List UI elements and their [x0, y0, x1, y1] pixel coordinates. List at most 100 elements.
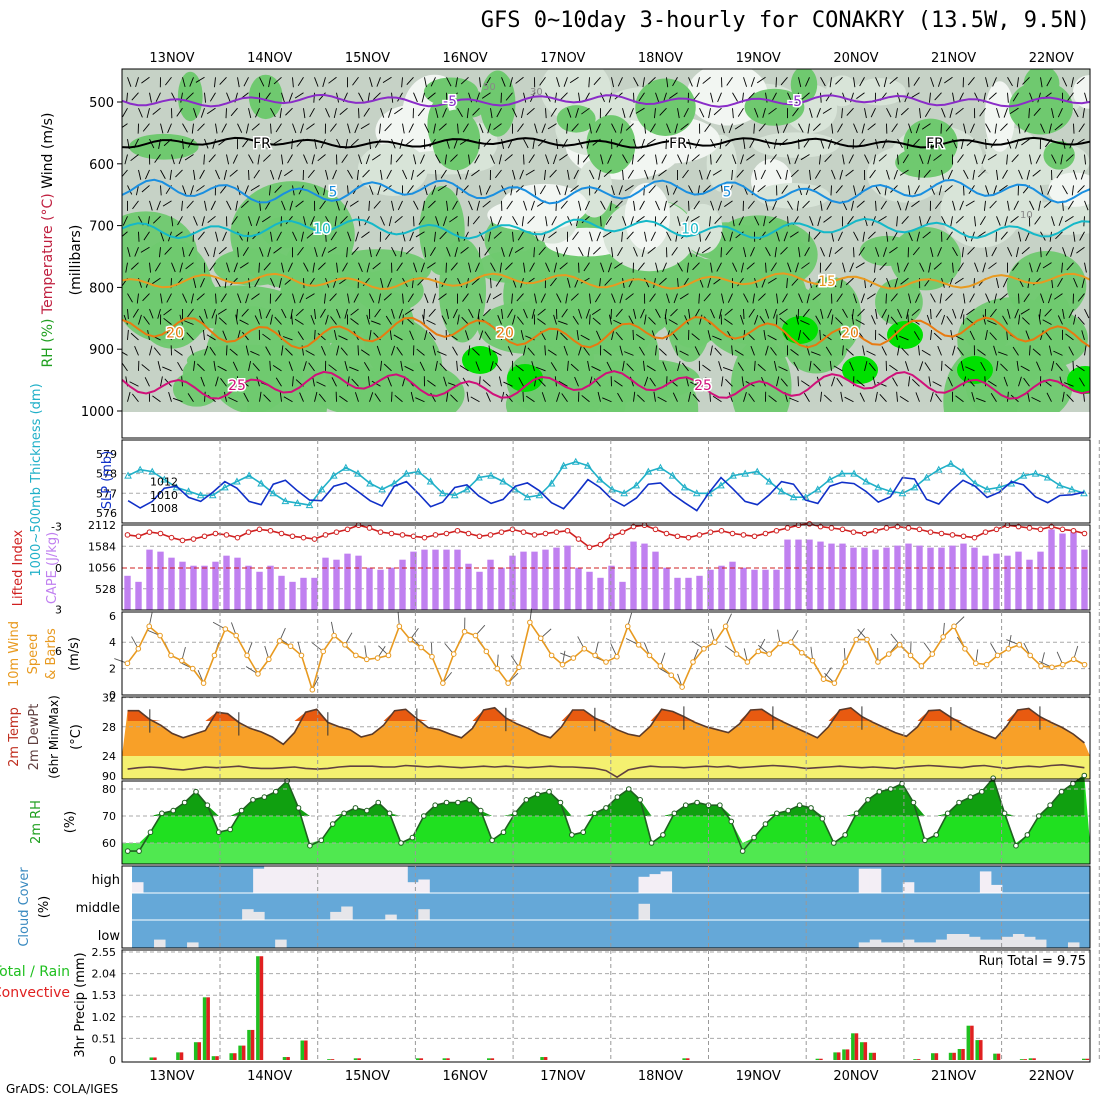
wind-barb — [416, 169, 425, 177]
isotherm-label: -5 — [443, 94, 457, 110]
wind-barb — [836, 377, 843, 387]
wind-speed-line-point — [483, 648, 490, 655]
wind-barb — [921, 349, 931, 356]
wind-barb — [512, 169, 516, 180]
wind-barb — [798, 330, 802, 341]
wind-barb — [131, 92, 139, 101]
wind-barb — [486, 392, 491, 402]
wind-speed-line-point — [168, 652, 174, 659]
wind-barb — [899, 335, 909, 341]
wind-barb — [325, 216, 331, 226]
wind-barb — [930, 247, 934, 258]
y-tick-label: 800 — [89, 281, 114, 296]
wind-barb — [331, 377, 337, 387]
wind-barb — [900, 107, 909, 116]
cloud-low-cell — [880, 942, 893, 948]
precip-total-bar — [957, 1048, 962, 1060]
wind-barb — [1082, 108, 1085, 119]
isotherm-label: 10 — [313, 222, 331, 238]
wind-barb — [572, 315, 579, 325]
wind-barb — [683, 107, 689, 118]
rh-moist-patch — [790, 69, 818, 103]
li-tick: 3 — [55, 603, 62, 616]
wind-barb — [349, 200, 359, 207]
wind-barb — [452, 308, 458, 319]
wind-barb — [1055, 362, 1063, 372]
wind-barb — [858, 246, 865, 256]
wind-barb — [743, 309, 745, 320]
wind-barb — [284, 169, 293, 177]
cape-bar — [883, 547, 890, 610]
wind-tick: 2 — [109, 663, 116, 676]
wind-barb — [1075, 364, 1085, 372]
date-label-bottom: 21NOV — [931, 1069, 976, 1084]
thickness-line-point — [148, 467, 157, 475]
wind-barb — [189, 77, 194, 87]
li-line-point — [344, 526, 351, 533]
wind-barb — [347, 293, 350, 304]
isotherm-label: FR — [669, 136, 687, 152]
wind-barb — [581, 215, 590, 224]
li-line-point — [1070, 527, 1077, 534]
wind-barb — [319, 308, 326, 318]
wind-barb — [897, 345, 900, 356]
cape-bar — [564, 545, 571, 610]
wind-barb — [1062, 77, 1068, 87]
wind-barb — [435, 216, 440, 226]
panel-frame-cape — [121, 524, 1091, 611]
wind-barb — [996, 360, 999, 371]
rh-saturated-patch — [957, 356, 993, 384]
li-line-point — [960, 533, 967, 540]
wind-barb — [705, 377, 711, 387]
precip-total-bar — [815, 1058, 820, 1060]
wind-barb — [122, 351, 128, 356]
wind-barb — [817, 216, 821, 227]
thickness-line-point — [523, 493, 532, 501]
dewpoint-line — [127, 763, 1085, 779]
wind-barb — [824, 262, 832, 271]
wind-barb — [204, 391, 206, 402]
precip-total-bar — [176, 1052, 180, 1060]
wind-barb — [635, 333, 645, 341]
wind-barb — [336, 262, 339, 273]
wind-barb — [160, 376, 163, 387]
wind-barb — [378, 293, 381, 304]
rh-dry-patch — [357, 143, 428, 196]
wind-barb — [952, 308, 957, 319]
wind-barb — [1064, 382, 1074, 387]
wind-barb — [1023, 377, 1030, 387]
wind-barb — [835, 185, 843, 194]
wind-barb — [955, 395, 964, 403]
wind-barb — [259, 77, 265, 87]
cloud-low-cell — [902, 939, 915, 948]
cape-bar — [289, 581, 296, 610]
cloud-high-cell — [341, 866, 353, 893]
thickness-line-point — [208, 491, 217, 499]
wind-tick: 0 — [109, 689, 116, 702]
li-line-point — [443, 530, 450, 537]
wind-barb — [855, 319, 865, 325]
wind-barb — [829, 360, 832, 371]
wind-barb — [901, 216, 909, 225]
wind-barb — [209, 262, 216, 272]
wind-barb — [479, 293, 483, 304]
wind-barb — [911, 200, 920, 208]
wind-barb — [580, 277, 590, 284]
wind-barb — [283, 396, 293, 403]
rh-line-point — [318, 837, 325, 844]
wind-barb — [919, 108, 921, 119]
wind-barb — [528, 154, 535, 164]
wind-barb — [633, 308, 637, 319]
date-label-bottom: 15NOV — [345, 1069, 390, 1084]
wind-barb — [643, 360, 645, 371]
wind-barb — [707, 330, 711, 341]
wind-barb — [270, 231, 273, 242]
wind-barb — [135, 185, 139, 196]
wind-barb — [605, 216, 612, 225]
wind-barb — [996, 216, 1001, 226]
rh-line-point — [546, 788, 552, 795]
wind-barb — [1007, 308, 1011, 319]
wind-barb — [322, 77, 326, 88]
cape-bar — [773, 569, 780, 610]
wind-barb — [790, 169, 799, 178]
